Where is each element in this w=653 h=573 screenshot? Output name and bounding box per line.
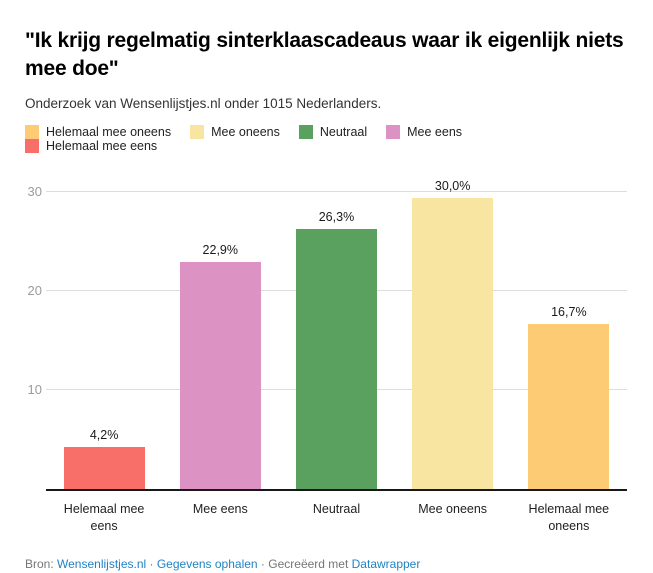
x-axis-category-text: Mee oneens	[418, 502, 488, 516]
legend-swatch	[386, 125, 401, 139]
legend-swatch	[25, 125, 39, 139]
y-tick-label: 20	[27, 283, 42, 298]
legend-item: Mee oneens	[190, 125, 280, 139]
source-prefix: Bron:	[25, 557, 58, 571]
bar-column: 30,0%	[395, 179, 511, 489]
legend-label: Mee oneens	[211, 125, 280, 139]
plot-area: 10 20 30 4,2% 22,9% 26,3% 30,0% 16,7%	[28, 179, 627, 491]
bar-mee-eens[interactable]	[179, 262, 261, 489]
bar-column: 4,2%	[46, 179, 162, 489]
legend-item: Mee eens	[386, 125, 462, 139]
bar-value-label: 22,9%	[202, 243, 238, 258]
footer: Bron: Wensenlijstjes.nl · Gegevens ophal…	[25, 557, 628, 571]
x-axis-category-label: Mee oneens	[395, 501, 511, 535]
bar-column: 16,7%	[511, 179, 627, 489]
legend-swatch	[190, 125, 205, 139]
bar-columns: 4,2% 22,9% 26,3% 30,0% 16,7%	[46, 179, 627, 489]
bar-helemaal-mee-oneens[interactable]	[528, 323, 610, 489]
legend-item: Helemaal mee oneens	[25, 125, 171, 139]
bar-neutraal[interactable]	[295, 228, 377, 489]
legend-item: Neutraal	[298, 125, 368, 139]
legend-label: Helemaal mee oneens	[46, 125, 172, 139]
x-axis-labels: Helemaal mee eens Mee eens Neutraal Mee one…	[46, 491, 627, 535]
x-axis-category-label: Neutraal	[278, 501, 394, 535]
x-axis-category-text: Neutraal	[312, 502, 361, 516]
chart-subtitle: Onderzoek van Wensenlijstjes.nl onder 10…	[25, 96, 382, 111]
footer-separator: ·	[257, 557, 269, 571]
datawrapper-link[interactable]: Datawrapper	[351, 557, 421, 571]
source-link[interactable]: Wensenlijstjes.nl	[57, 557, 147, 571]
x-axis-category-text: Helemaal mee oneens	[528, 502, 610, 533]
bar-value-label: 16,7%	[551, 304, 587, 319]
gridline-y-30	[46, 191, 627, 192]
y-tick-label: 10	[27, 382, 42, 397]
x-axis-category-label: Helemaal mee oneens	[511, 501, 627, 535]
x-axis-category-label: Mee eens	[162, 501, 278, 535]
legend: Helemaal mee oneens Mee oneens Neutraal Mee…	[25, 125, 628, 153]
legend-item: Helemaal mee eens	[25, 139, 157, 153]
bar-value-label: 30,0%	[434, 179, 471, 193]
created-with-text: Gecreëerd met	[268, 557, 352, 571]
bar-column: 22,9%	[162, 179, 278, 489]
footer-separator: ·	[146, 557, 157, 571]
bar-mee-oneens[interactable]	[412, 198, 494, 489]
bar-helemaal-mee-eens[interactable]	[63, 447, 145, 489]
legend-label: Helemaal mee eens	[46, 139, 158, 153]
bar-column: 26,3%	[278, 179, 394, 489]
legend-label: Mee eens	[407, 125, 463, 139]
x-axis-category-text: Mee eens	[192, 502, 248, 516]
legend-label: Neutraal	[319, 125, 368, 139]
bar-chart: 10 20 30 4,2% 22,9% 26,3% 30,0% 16,7% Helemaal …	[25, 179, 627, 535]
legend-swatch	[298, 125, 313, 139]
bar-value-label: 4,2%	[89, 428, 119, 443]
chart-title: "Ik krijg regelmatig sinterklaascadeaus …	[25, 29, 624, 80]
bar-value-label: 26,3%	[318, 209, 355, 224]
x-axis-category-label: Helemaal mee eens	[46, 501, 162, 535]
legend-swatch	[25, 139, 39, 153]
x-axis-category-text: Helemaal mee eens	[63, 502, 145, 533]
y-tick-label: 30	[27, 184, 42, 199]
get-data-link[interactable]: Gegevens ophalen	[156, 557, 258, 571]
